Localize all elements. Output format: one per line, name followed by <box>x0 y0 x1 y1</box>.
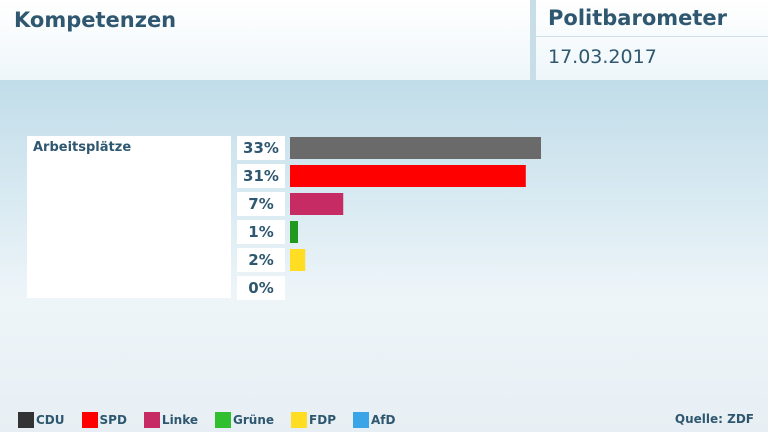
legend-item-gr-ne: Grüne <box>215 412 274 428</box>
value-label-bg-gr-ne <box>237 220 285 244</box>
chart-title: Arbeitsplätze <box>33 140 132 155</box>
value-label-spd: 31% <box>243 167 279 185</box>
legend-item-cdu: CDU <box>18 412 65 428</box>
legend-swatch-spd <box>81 412 98 428</box>
brand-panel: Politbarometer 17.03.2017 <box>536 0 768 80</box>
legend-swatch-linke <box>143 412 160 428</box>
bar-spd <box>290 165 526 187</box>
bar-linke <box>290 193 344 215</box>
legend-label-afd: AfD <box>370 413 396 427</box>
legend-swatch-afd <box>352 412 369 428</box>
value-label-bg-linke <box>237 192 285 216</box>
legend-item-fdp: FDP <box>291 412 336 428</box>
header-panel: Kompetenzen <box>0 0 530 80</box>
page-title: Kompetenzen <box>14 8 177 32</box>
legend-label-gr-ne: Grüne <box>233 413 275 427</box>
value-label-bg-fdp <box>237 248 285 272</box>
source-label: Quelle: ZDF <box>674 412 754 426</box>
bar-cdu <box>290 137 541 159</box>
value-label-afd: 0% <box>248 279 273 297</box>
value-label-gr-ne: 1% <box>248 223 273 241</box>
value-label-fdp: 2% <box>248 251 273 269</box>
value-label-bg-afd <box>237 276 285 300</box>
legend-item-spd: SPD <box>81 412 127 428</box>
value-label-bg-spd <box>237 164 285 188</box>
legend-label-cdu: CDU <box>36 413 65 427</box>
brand-title: Politbarometer <box>548 6 728 30</box>
value-label-linke: 7% <box>248 195 273 213</box>
legend-swatch-gr-ne <box>215 412 232 428</box>
legend: CDU SPD Linke Grüne FDP AfD <box>18 411 412 429</box>
legend-label-fdp: FDP <box>309 413 336 427</box>
header-separator <box>530 0 536 80</box>
legend-swatch-cdu <box>18 412 34 428</box>
value-label-cdu: 33% <box>243 139 279 157</box>
legend-label-spd: SPD <box>99 413 127 427</box>
legend-item-linke: Linke <box>143 412 199 428</box>
topic-box: Arbeitsplätze <box>27 136 231 298</box>
legend-swatch-fdp <box>291 412 308 428</box>
legend-label-linke: Linke <box>161 413 199 427</box>
bar-gr-ne <box>290 221 298 243</box>
bar-fdp <box>290 249 306 271</box>
legend-item-afd: AfD <box>352 412 396 428</box>
survey-date: 17.03.2017 <box>548 46 657 68</box>
value-label-bg-cdu <box>237 136 285 160</box>
brand-divider <box>536 36 768 37</box>
